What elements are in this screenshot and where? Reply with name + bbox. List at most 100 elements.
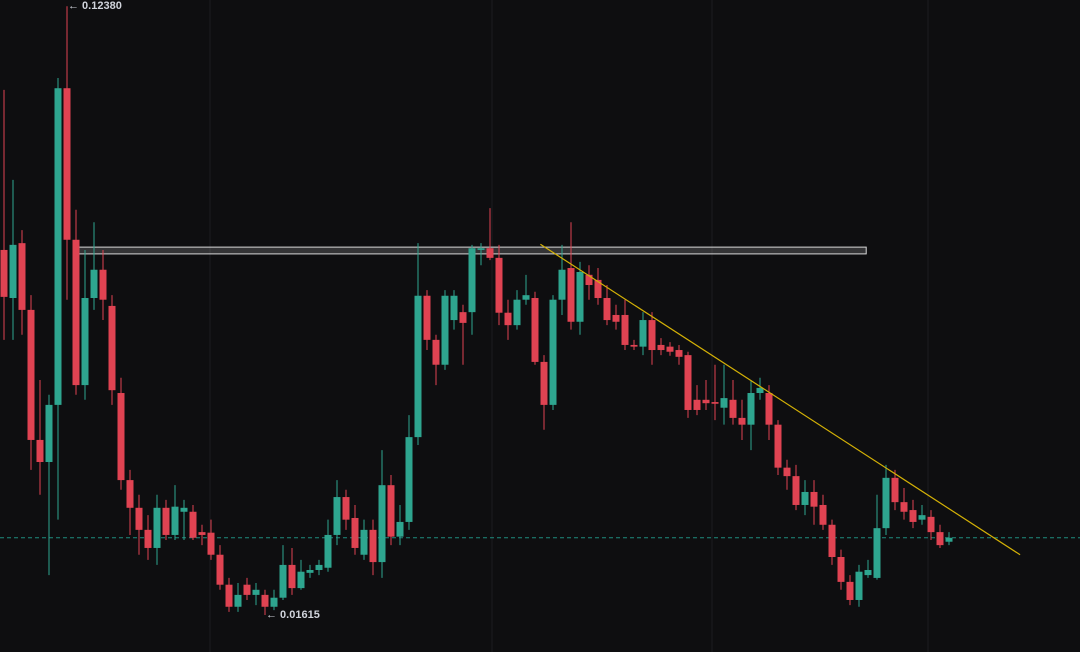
candle-body bbox=[486, 248, 494, 258]
candle-body bbox=[324, 534, 332, 568]
candle-body bbox=[396, 521, 404, 537]
candle-body bbox=[387, 485, 395, 537]
candle-body bbox=[297, 571, 305, 589]
candle-body bbox=[774, 424, 782, 468]
candle-body bbox=[495, 257, 503, 313]
candle-body bbox=[180, 507, 188, 512]
candle-body bbox=[513, 299, 521, 326]
candle-body bbox=[72, 239, 80, 386]
price-annotation: ← 0.01615 bbox=[266, 609, 320, 621]
candle-body bbox=[45, 404, 53, 462]
candle-body bbox=[189, 511, 197, 538]
candle-body bbox=[522, 295, 530, 300]
candle-body bbox=[864, 570, 872, 576]
candle-body bbox=[558, 269, 566, 300]
candle-body bbox=[234, 594, 242, 607]
candle-body bbox=[378, 485, 386, 563]
candle-body bbox=[693, 399, 701, 410]
candle-body bbox=[765, 393, 773, 425]
candle-body bbox=[135, 507, 143, 530]
candle-body bbox=[288, 564, 296, 589]
candle-body bbox=[783, 467, 791, 477]
candle-body bbox=[360, 529, 368, 555]
candle-body bbox=[549, 299, 557, 405]
candle-body bbox=[567, 268, 575, 322]
candle-body bbox=[81, 298, 89, 386]
candle-body bbox=[873, 528, 881, 578]
candle-body bbox=[306, 570, 314, 573]
candle-body bbox=[540, 361, 548, 405]
candle-body bbox=[819, 504, 827, 525]
candle-body bbox=[441, 295, 449, 365]
candle-body bbox=[855, 571, 863, 600]
candle-body bbox=[432, 339, 440, 365]
candle-body bbox=[837, 556, 845, 582]
candle-body bbox=[414, 295, 422, 438]
candle-body bbox=[468, 248, 476, 313]
candle-body bbox=[900, 502, 908, 512]
candle-body bbox=[99, 269, 107, 300]
candle-body bbox=[828, 524, 836, 557]
candle-body bbox=[351, 517, 359, 548]
candle-body bbox=[243, 584, 251, 595]
candle-body bbox=[63, 88, 71, 240]
candle-body bbox=[144, 529, 152, 548]
candle-body bbox=[891, 477, 899, 503]
candle-body bbox=[423, 295, 431, 340]
candle-body bbox=[630, 344, 638, 347]
candle-body bbox=[162, 507, 170, 535]
candle-body bbox=[198, 532, 206, 535]
candle-body bbox=[108, 305, 116, 391]
candle-body bbox=[54, 88, 62, 405]
candle-body bbox=[333, 497, 341, 535]
candle-body bbox=[225, 584, 233, 607]
candle-body bbox=[504, 312, 512, 326]
candle-body bbox=[90, 269, 98, 299]
candle-body bbox=[801, 491, 809, 505]
trendline bbox=[540, 243, 1021, 556]
candle-body bbox=[369, 529, 377, 563]
candle-body bbox=[882, 477, 890, 529]
candle-body bbox=[720, 398, 728, 408]
candle-body bbox=[639, 320, 647, 347]
candle-body bbox=[810, 491, 818, 507]
candle-body bbox=[216, 554, 224, 585]
candle-body bbox=[585, 274, 593, 286]
candle-body bbox=[450, 295, 458, 321]
candle-body bbox=[936, 532, 944, 546]
candle-body bbox=[684, 355, 692, 410]
candle-body bbox=[729, 399, 737, 418]
price-annotation: ← 0.12380 bbox=[68, 0, 122, 12]
candle-body bbox=[252, 589, 260, 595]
candle-body bbox=[846, 581, 854, 600]
candle-body bbox=[270, 597, 278, 607]
candle-body bbox=[171, 506, 179, 535]
candle-body bbox=[0, 249, 8, 297]
candle-body bbox=[18, 243, 26, 310]
candle-body bbox=[342, 497, 350, 520]
candle-body bbox=[621, 314, 629, 345]
candle-body bbox=[27, 309, 35, 440]
candle-body bbox=[477, 248, 485, 250]
candle-body bbox=[747, 393, 755, 425]
candle-body bbox=[261, 594, 269, 607]
candle-body bbox=[279, 564, 287, 598]
candle-body bbox=[711, 402, 719, 404]
candle-body bbox=[594, 279, 602, 299]
candle-body bbox=[153, 507, 161, 548]
candle-body bbox=[315, 564, 323, 571]
candle-body bbox=[9, 244, 17, 299]
candle-body bbox=[792, 476, 800, 505]
candle-body bbox=[126, 480, 134, 508]
candle-body bbox=[603, 298, 611, 321]
candle-body bbox=[405, 437, 413, 522]
candle-body bbox=[576, 271, 584, 322]
candle-body bbox=[756, 387, 764, 394]
candle-body bbox=[36, 439, 44, 462]
candle-body bbox=[918, 515, 926, 520]
candle-body bbox=[648, 320, 656, 351]
candle-body bbox=[927, 516, 935, 533]
